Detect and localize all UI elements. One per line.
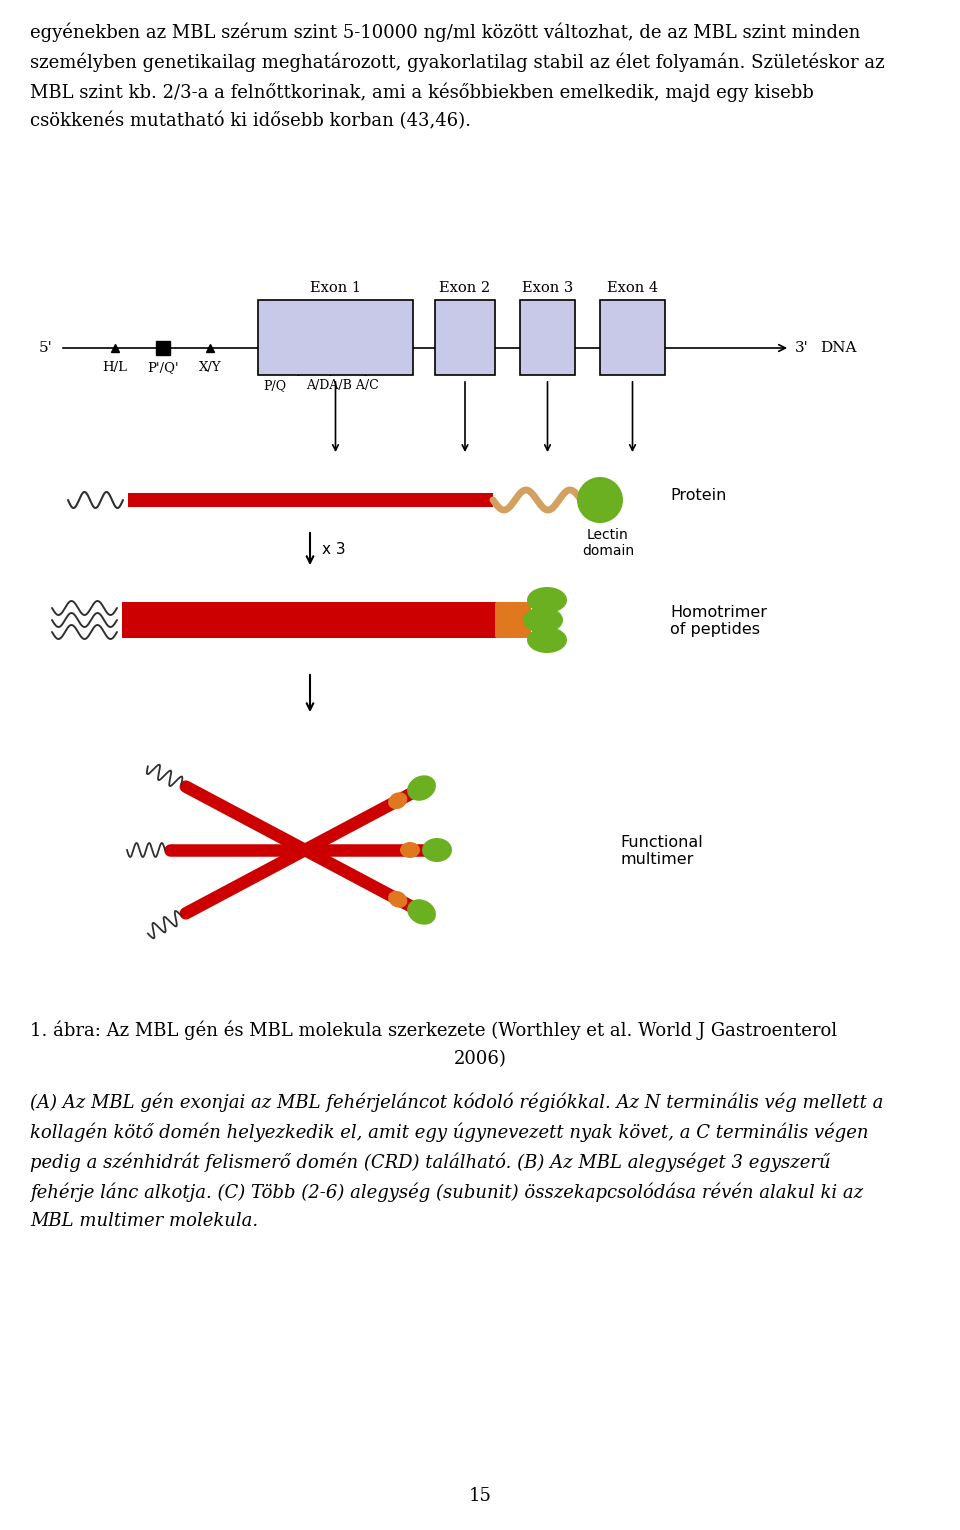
Bar (600, 300, 665, 375)
Text: személyben genetikailag meghatározott, gyakorlatilag stabil az élet folyamán. Sz: személyben genetikailag meghatározott, g… (30, 52, 884, 72)
Text: Exon 4: Exon 4 (607, 282, 658, 295)
Ellipse shape (523, 607, 563, 633)
Bar (122, 601, 497, 638)
Text: MBL szint kb. 2/3-a a felnőttkorinak, ami a későbbiekben emelkedik, majd egy kis: MBL szint kb. 2/3-a a felnőttkorinak, am… (30, 83, 814, 101)
Text: csökkenés mutatható ki idősebb korban (43,46).: csökkenés mutatható ki idősebb korban (4… (30, 112, 471, 130)
Bar (258, 300, 413, 375)
Text: Exon 2: Exon 2 (440, 282, 491, 295)
Text: Exon 3: Exon 3 (522, 282, 573, 295)
Text: 2006): 2006) (453, 1050, 507, 1068)
Text: (52)(54)(57): (52)(54)(57) (300, 320, 372, 334)
Bar (435, 300, 495, 375)
Text: egyénekben az MBL szérum szint 5-10000 ng/ml között változhat, de az MBL szint m: egyénekben az MBL szérum szint 5-10000 n… (30, 21, 860, 41)
Text: MBL multimer molekula.: MBL multimer molekula. (30, 1212, 258, 1230)
Text: X/Y: X/Y (199, 361, 222, 373)
Text: Homotrimer
of peptides: Homotrimer of peptides (670, 604, 767, 638)
Text: Lectin
domain: Lectin domain (582, 528, 634, 558)
Text: x 3: x 3 (322, 542, 346, 557)
FancyBboxPatch shape (495, 601, 531, 638)
Text: A/DA/B A/C: A/DA/B A/C (305, 379, 378, 392)
Text: (codon): (codon) (313, 306, 358, 318)
Text: 1. ábra: Az MBL gén és MBL molekula szerkezete (Worthley et al. World J Gastroen: 1. ábra: Az MBL gén és MBL molekula szer… (30, 1021, 837, 1039)
Text: (A) Az MBL gén exonjai az MBL fehérjeláncot kódoló régiókkal. Az N terminális vé: (A) Az MBL gén exonjai az MBL fehérjelán… (30, 1092, 883, 1111)
Bar (128, 493, 493, 506)
Ellipse shape (527, 627, 567, 653)
Text: Protein: Protein (670, 488, 727, 503)
Text: DNA: DNA (820, 341, 856, 355)
Text: 3': 3' (795, 341, 808, 355)
Text: fehérje lánc alkotja. (C) Több (2-6) alegység (subunit) összekapcsolódása révén : fehérje lánc alkotja. (C) Több (2-6) ale… (30, 1183, 863, 1201)
Text: Exon 1: Exon 1 (310, 282, 361, 295)
Ellipse shape (388, 793, 407, 809)
Text: 5': 5' (38, 341, 52, 355)
Text: H/L: H/L (103, 361, 128, 373)
Ellipse shape (388, 890, 407, 907)
Ellipse shape (407, 776, 436, 800)
Bar (156, 341, 170, 355)
Text: P'/Q': P'/Q' (147, 361, 179, 373)
Ellipse shape (527, 588, 567, 614)
Bar (520, 300, 575, 375)
Text: P/Q: P/Q (263, 379, 287, 392)
Text: 15: 15 (468, 1487, 492, 1506)
Ellipse shape (407, 900, 436, 924)
Ellipse shape (400, 842, 420, 858)
Ellipse shape (422, 838, 452, 861)
Text: pedig a szénhidrát felismerő domén (CRD) található. (B) Az MBL alegységet 3 egys: pedig a szénhidrát felismerő domén (CRD)… (30, 1152, 830, 1172)
Circle shape (577, 477, 623, 523)
Text: kollagén kötő domén helyezkedik el, amit egy úgynevezett nyak követ, a C terminá: kollagén kötő domén helyezkedik el, amit… (30, 1121, 869, 1141)
Text: Functional
multimer: Functional multimer (620, 835, 703, 868)
